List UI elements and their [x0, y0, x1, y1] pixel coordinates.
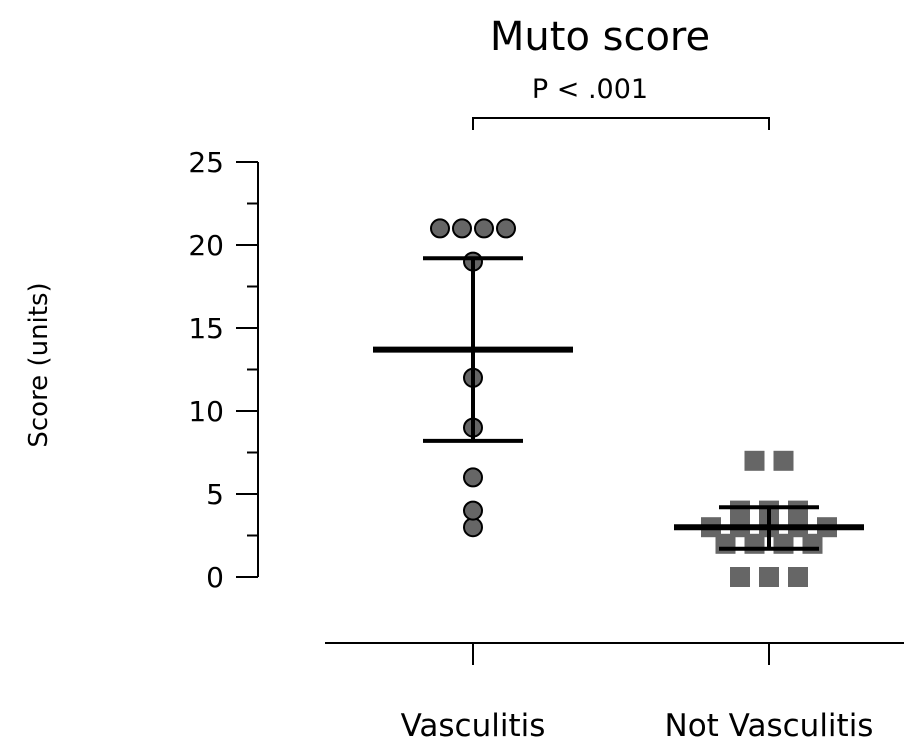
category-labels: Vasculitis Not Vasculitis: [401, 708, 874, 744]
data-point-square: [788, 567, 808, 587]
data-point-circle: [463, 517, 483, 538]
y-axis-label: Score (units): [24, 282, 54, 447]
data-point-circle: [430, 218, 450, 239]
y-tick-label: 0: [206, 561, 224, 594]
data-marks: [373, 218, 864, 587]
y-tick-label: 25: [188, 146, 224, 179]
data-point-circle: [496, 218, 516, 239]
chart-title: Muto score: [490, 14, 710, 60]
axes: 0 5 10 15 20 25: [188, 146, 904, 665]
data-point-square: [744, 450, 765, 471]
p-value-annotation: P < .001: [532, 74, 648, 105]
category-label: Vasculitis: [401, 708, 546, 744]
category-label: Not Vasculitis: [665, 708, 874, 744]
data-point-square: [773, 450, 794, 471]
data-point-square: [730, 500, 750, 521]
data-point-circle: [474, 218, 494, 239]
y-tick-label: 5: [206, 478, 224, 511]
y-tick-label: 15: [188, 312, 224, 345]
data-point-square: [759, 567, 779, 587]
y-tick-label: 10: [188, 395, 224, 428]
data-point-circle: [452, 218, 472, 239]
significance-bracket: [472, 117, 770, 130]
data-point-circle: [463, 500, 483, 521]
data-point-square: [730, 567, 750, 587]
data-point-square: [788, 500, 808, 521]
y-tick-label: 20: [188, 229, 224, 262]
data-point-circle: [463, 467, 483, 488]
